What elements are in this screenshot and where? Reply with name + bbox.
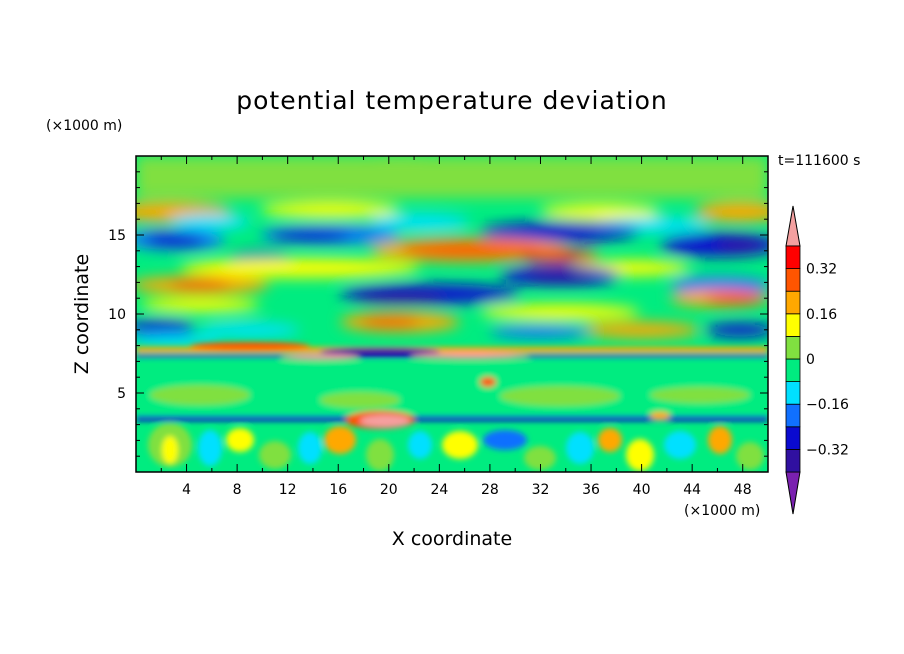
x-tick-label: 32 [532, 482, 550, 498]
x-axis-unit: (×1000 m) [684, 503, 761, 519]
y-ticks: 5 10 15 [108, 171, 768, 457]
colorbar-tick-label: −0.32 [806, 442, 849, 458]
x-tick-label: 8 [233, 482, 242, 498]
x-ticks: 4 8 12 16 20 24 28 32 36 40 44 48 [160, 156, 769, 498]
colorbar-segment [785, 245, 801, 270]
x-tick-label: 36 [582, 482, 600, 498]
contour-field [136, 156, 768, 472]
y-tick-label: 10 [108, 307, 126, 323]
colorbar-segment [785, 381, 801, 405]
y-axis-unit: (×1000 m) [46, 118, 123, 134]
x-tick-label: 16 [329, 482, 347, 498]
colorbar-segment [785, 313, 801, 337]
colorbar-segment [785, 335, 801, 360]
colorbar-segment [785, 403, 801, 428]
x-tick-label: 28 [481, 482, 499, 498]
colorbar-segment [785, 448, 801, 473]
colorbar-over-triangle [785, 205, 801, 247]
x-tick-label: 4 [182, 482, 191, 498]
x-tick-label: 12 [279, 482, 297, 498]
colorbar: 0.32 0.16 0 −0.16 −0.32 [785, 205, 849, 515]
x-axis-label: X coordinate [391, 528, 513, 550]
x-tick-label: 20 [380, 482, 398, 498]
time-label: t=111600 s [778, 153, 861, 169]
x-tick-label: 24 [430, 482, 448, 498]
colorbar-segment [785, 290, 801, 315]
colorbar-tick-label: 0.16 [806, 307, 837, 323]
colorbar-segment [785, 426, 801, 450]
x-tick-label: 48 [734, 482, 752, 498]
colorbar-segment [785, 358, 801, 383]
colorbar-under-triangle [785, 471, 801, 515]
colorbar-segment [785, 268, 801, 292]
x-tick-label: 44 [683, 482, 701, 498]
colorbar-tick-label: 0.32 [806, 262, 837, 278]
colorbar-tick-label: −0.16 [806, 397, 849, 413]
colorbar-tick-label: 0 [806, 352, 815, 368]
x-tick-label: 40 [633, 482, 651, 498]
y-tick-label: 5 [117, 386, 126, 402]
chart-title: potential temperature deviation [236, 86, 668, 115]
y-tick-label: 15 [108, 228, 126, 244]
